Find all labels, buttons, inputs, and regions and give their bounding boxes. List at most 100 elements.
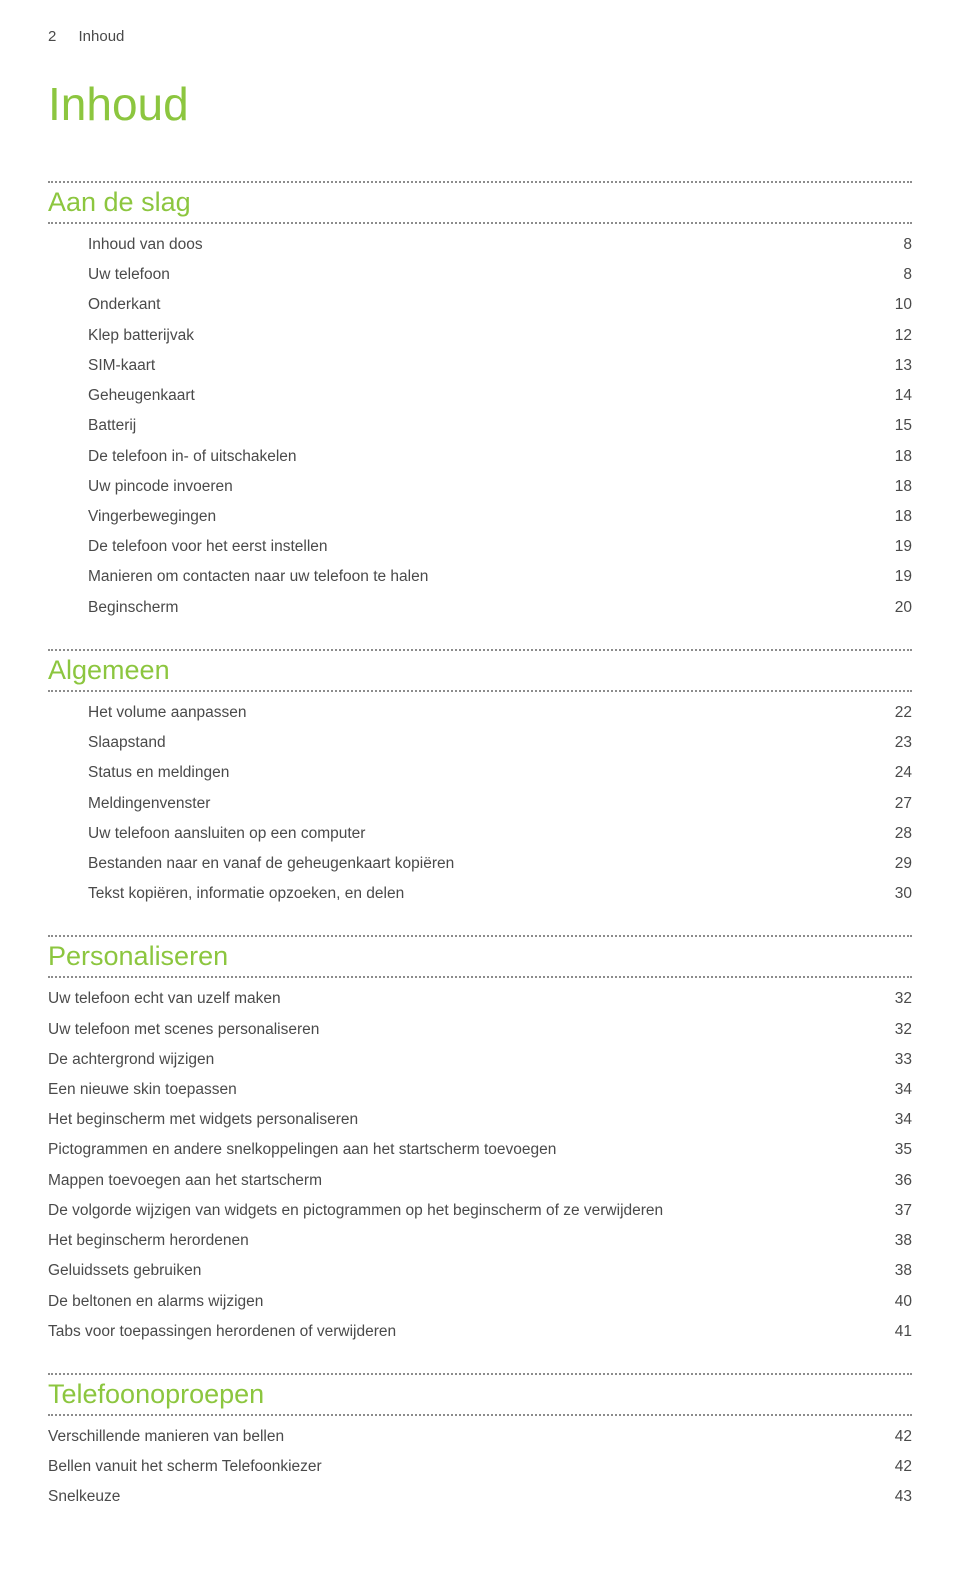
toc-entry-label: Uw telefoon met scenes personaliseren — [48, 1015, 864, 1045]
toc-entry-label: Tabs voor toepassingen herordenen of ver… — [48, 1317, 864, 1347]
toc-entry: SIM-kaart13 — [88, 351, 912, 381]
toc-entry: Het volume aanpassen 22 — [88, 698, 912, 728]
toc-entry-page: 23 — [884, 728, 912, 758]
section-heading: Algemeen — [48, 655, 912, 686]
toc-entry-page: 42 — [884, 1452, 912, 1482]
toc-entry-label: Het beginscherm herordenen — [48, 1226, 864, 1256]
toc-entry: Onderkant10 — [88, 290, 912, 320]
toc-entry: Batterij 15 — [88, 411, 912, 441]
toc-entry-label: Klep batterijvak — [88, 321, 864, 351]
toc-entry-page: 20 — [884, 593, 912, 623]
toc-entry-page: 32 — [884, 1015, 912, 1045]
toc-entry-page: 38 — [884, 1226, 912, 1256]
toc-entry: Klep batterijvak 12 — [88, 321, 912, 351]
toc-entry-label: Vingerbewegingen — [88, 502, 864, 532]
toc-entry: Inhoud van doos8 — [88, 230, 912, 260]
toc-entry-label: Uw pincode invoeren — [88, 472, 864, 502]
toc-entry: Slaapstand 23 — [88, 728, 912, 758]
toc-entry: Uw telefoon8 — [88, 260, 912, 290]
toc-entry-label: Geluidssets gebruiken — [48, 1256, 864, 1286]
toc-entry-page: 10 — [884, 290, 912, 320]
toc-entry-label: De telefoon in- of uitschakelen — [88, 442, 864, 472]
toc-entry-page: 37 — [884, 1196, 912, 1226]
toc-entry-page: 8 — [884, 230, 912, 260]
toc-entries: Het volume aanpassen 22 Slaapstand 23 Status… — [48, 698, 912, 910]
toc-entry-page: 35 — [884, 1135, 912, 1165]
toc-entry-label: Bestanden naar en vanaf de geheugenkaart… — [88, 849, 864, 879]
toc-entry: Het beginscherm met widgets personaliser… — [48, 1105, 912, 1135]
toc-entry: Manieren om contacten naar uw telefoon t… — [88, 562, 912, 592]
toc-entry-page: 30 — [884, 879, 912, 909]
toc-entries: Verschillende manieren van bellen 42Belle… — [48, 1422, 912, 1513]
toc-section: Personaliseren Uw telefoon echt van uzelf… — [48, 935, 912, 1347]
toc-entry-page: 40 — [884, 1287, 912, 1317]
toc-entries: Inhoud van doos8Uw telefoon8Onderkant10K… — [48, 230, 912, 623]
section-rule-top: Aan de slag — [48, 181, 912, 224]
toc-entry-label: Het volume aanpassen — [88, 698, 864, 728]
section-rule-top: Algemeen — [48, 649, 912, 692]
toc-entry-page: 19 — [884, 532, 912, 562]
section-heading-wrap: Aan de slag — [48, 187, 912, 224]
document-title: Inhoud — [48, 77, 912, 131]
toc-entry-label: Verschillende manieren van bellen — [48, 1422, 864, 1452]
toc-entry-label: De beltonen en alarms wijzigen — [48, 1287, 864, 1317]
toc-entry-page: 24 — [884, 758, 912, 788]
toc-entry-label: Slaapstand — [88, 728, 864, 758]
toc-entry: Uw pincode invoeren18 — [88, 472, 912, 502]
toc-entry-page: 12 — [884, 321, 912, 351]
toc-entry-page: 18 — [884, 442, 912, 472]
toc-section: TelefoonoproepenVerschillende manieren v… — [48, 1373, 912, 1513]
section-heading-wrap: Algemeen — [48, 655, 912, 692]
toc-entry-label: Status en meldingen — [88, 758, 864, 788]
toc-entry: Een nieuwe skin toepassen34 — [48, 1075, 912, 1105]
toc-entry: De telefoon voor het eerst instellen 19 — [88, 532, 912, 562]
toc-entry-label: Snelkeuze — [48, 1482, 864, 1512]
toc-entry-label: Batterij — [88, 411, 864, 441]
toc-entry-label: Uw telefoon — [88, 260, 864, 290]
toc-entry-page: 13 — [884, 351, 912, 381]
toc-entry: Uw telefoon echt van uzelf maken 32 — [48, 984, 912, 1014]
toc-entry: Bellen vanuit het scherm Telefoonkiezer4… — [48, 1452, 912, 1482]
section-heading: Aan de slag — [48, 187, 912, 218]
toc-entry-page: 22 — [884, 698, 912, 728]
toc-entry-page: 14 — [884, 381, 912, 411]
toc-entry-page: 36 — [884, 1166, 912, 1196]
toc-entry-label: De telefoon voor het eerst instellen — [88, 532, 864, 562]
toc-entry: De telefoon in- of uitschakelen 18 — [88, 442, 912, 472]
toc-entry: Mappen toevoegen aan het startscherm36 — [48, 1166, 912, 1196]
toc-entry-page: 34 — [884, 1075, 912, 1105]
toc-entry-label: Uw telefoon aansluiten op een computer — [88, 819, 864, 849]
toc-entry-label: Meldingenvenster — [88, 789, 864, 819]
toc-entry-label: Het beginscherm met widgets personaliser… — [48, 1105, 864, 1135]
section-rule-top: Personaliseren — [48, 935, 912, 978]
toc-entry: Meldingenvenster27 — [88, 789, 912, 819]
toc-entry: Uw telefoon met scenes personaliseren 32 — [48, 1015, 912, 1045]
toc-entry: Snelkeuze43 — [48, 1482, 912, 1512]
toc-entries: Uw telefoon echt van uzelf maken32Uw tel… — [48, 984, 912, 1347]
toc-entry-page: 32 — [884, 984, 912, 1014]
toc-section: Aan de slagInhoud van doos8Uw telefoon8O… — [48, 181, 912, 623]
toc-entry-page: 33 — [884, 1045, 912, 1075]
toc-entry-label: Manieren om contacten naar uw telefoon t… — [88, 562, 864, 592]
toc-entry: Beginscherm20 — [88, 593, 912, 623]
section-heading: Personaliseren — [48, 941, 912, 972]
toc-entry-label: Geheugenkaart — [88, 381, 864, 411]
toc-entry: Tabs voor toepassingen herordenen of ver… — [48, 1317, 912, 1347]
page-header: 2 Inhoud — [48, 28, 912, 45]
toc-entry-label: Tekst kopiëren, informatie opzoeken, en … — [88, 879, 864, 909]
toc-entry: Tekst kopiëren, informatie opzoeken, en … — [88, 879, 912, 909]
toc-entry: Uw telefoon aansluiten op een computer28 — [88, 819, 912, 849]
toc-entry: Vingerbewegingen18 — [88, 502, 912, 532]
toc-entry-label: De achtergrond wijzigen — [48, 1045, 864, 1075]
toc-entry-page: 15 — [884, 411, 912, 441]
toc-entry-page: 29 — [884, 849, 912, 879]
toc-entry: Bestanden naar en vanaf de geheugenkaart… — [88, 849, 912, 879]
toc-entry: De achtergrond wijzigen 33 — [48, 1045, 912, 1075]
toc-sections: Aan de slagInhoud van doos8Uw telefoon8O… — [48, 181, 912, 1513]
toc-entry: De beltonen en alarms wijzigen 40 — [48, 1287, 912, 1317]
toc-entry: Het beginscherm herordenen 38 — [48, 1226, 912, 1256]
toc-entry-label: Uw telefoon echt van uzelf maken — [48, 984, 864, 1014]
toc-entry-label: De volgorde wijzigen van widgets en pict… — [48, 1196, 864, 1226]
toc-entry-label: Pictogrammen en andere snelkoppelingen a… — [48, 1135, 864, 1165]
section-heading-wrap: Personaliseren — [48, 941, 912, 978]
